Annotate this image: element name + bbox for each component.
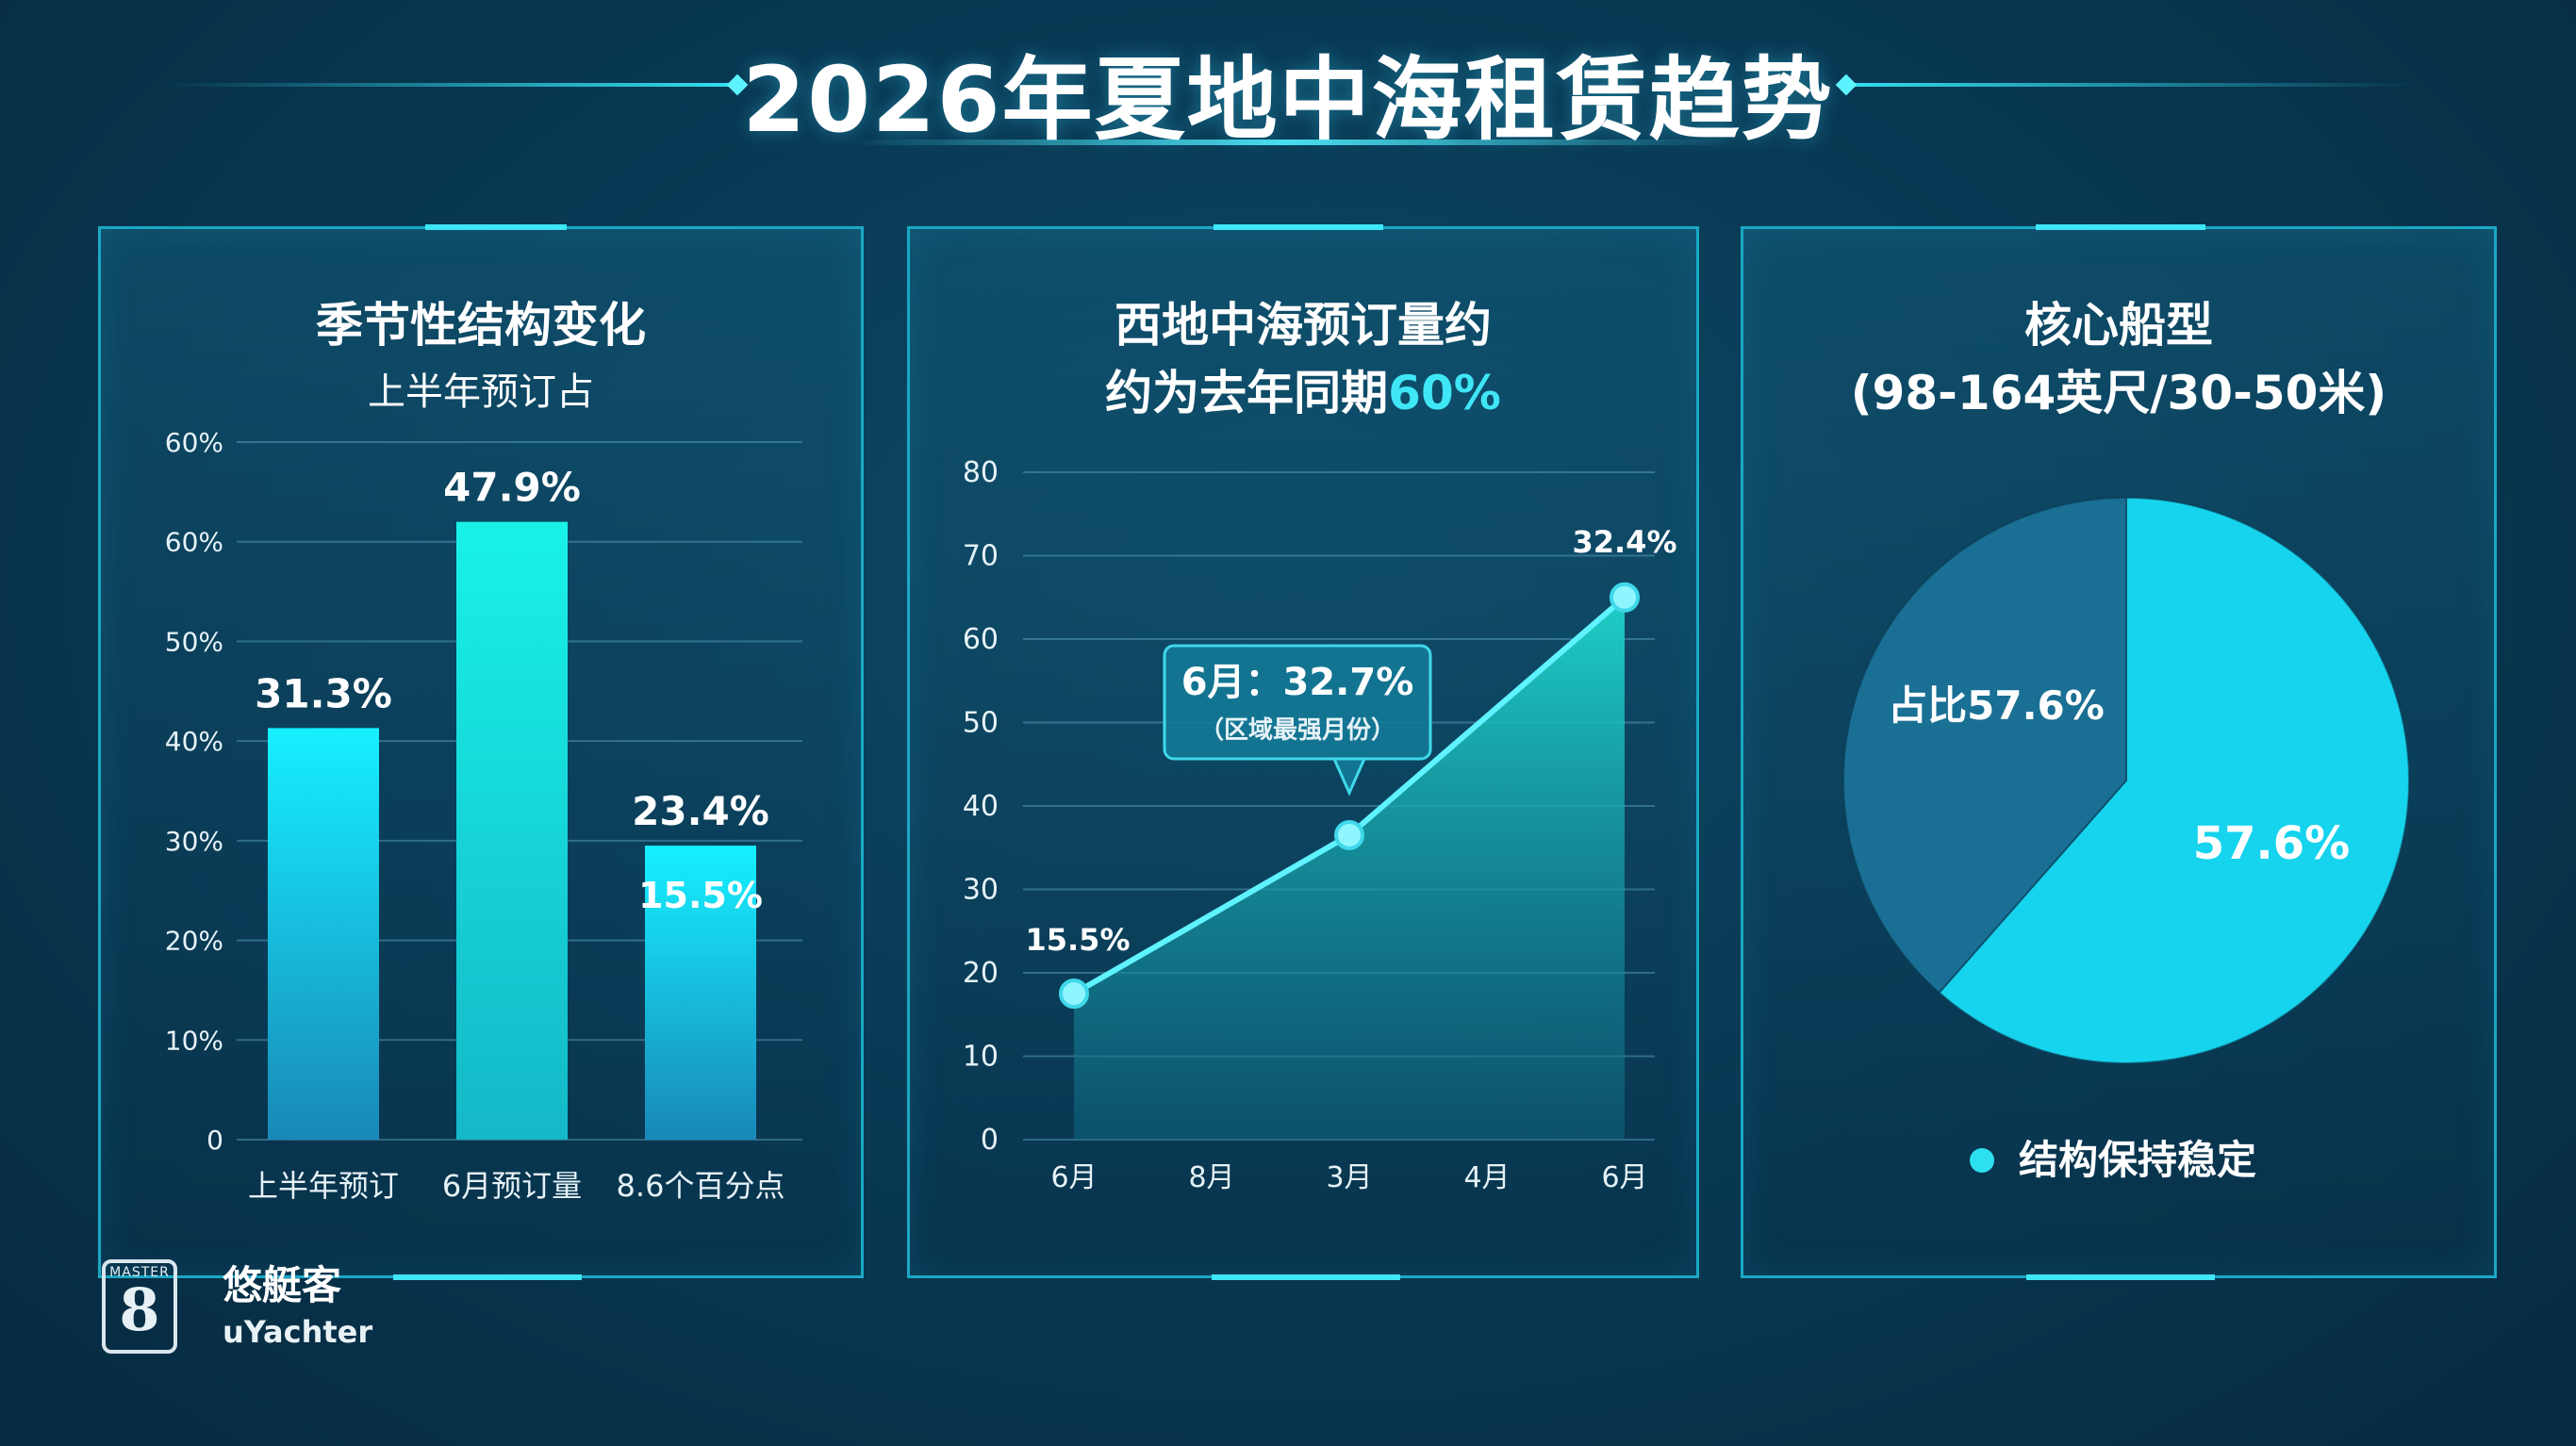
x-tick-label: 6月	[1050, 1161, 1097, 1194]
x-category-label: 6月预订量	[442, 1168, 582, 1204]
y-tick-label: 10%	[165, 1025, 223, 1056]
x-tick-label: 6月	[1601, 1161, 1647, 1194]
panel-title-line2: 约为去年同期60%	[910, 355, 1696, 423]
brand-name-cn: 悠艇客	[223, 1262, 342, 1308]
panel-tab	[2026, 1274, 2215, 1280]
y-tick-label: 30	[963, 874, 999, 907]
y-tick-label: 60%	[165, 427, 223, 458]
west-med-bookings-panel: 西地中海预订量约 约为去年同期60% 0 10 20 30 40 50 60 70 80 6月 8月…	[907, 224, 1699, 1280]
bar	[268, 728, 379, 1140]
bar	[645, 846, 756, 1140]
title-divider-left	[160, 83, 737, 87]
pie-chart: 57.6% 占比57.6% 结构保持稳定	[1842, 496, 2410, 1183]
legend-marker	[1970, 1148, 1994, 1173]
data-point	[1059, 978, 1089, 1010]
x-category-label: 上半年预订	[248, 1168, 399, 1204]
x-tick-label: 4月	[1463, 1161, 1510, 1194]
panel-title-line2: (98-164英尺/30-50米)	[1850, 366, 2387, 420]
pie-slice	[1842, 496, 2127, 994]
pie-slice-label: 占比57.6%	[1888, 682, 2105, 729]
panel-tab	[425, 224, 567, 230]
seasonal-structure-panel: 季节性结构变化 上半年预订占 0 10% 20% 30% 40% 50% 60% 60% 31.…	[98, 224, 864, 1280]
data-label: 15.5%	[1025, 922, 1130, 958]
y-tick-label: 0	[981, 1124, 999, 1157]
y-tick-label: 50%	[165, 626, 223, 657]
panel-title: 季节性结构变化	[316, 298, 646, 353]
pie-slice	[1938, 496, 2410, 1064]
y-tick-label: 80	[963, 456, 999, 489]
legend-label: 结构保持稳定	[2019, 1137, 2256, 1183]
logo-word: MASTER	[109, 1265, 170, 1280]
callout-subtitle: （区域最强月份）	[1199, 716, 1395, 745]
title-highlight: 60%	[1388, 366, 1501, 420]
bar-value-label: 31.3%	[255, 670, 392, 716]
x-tick-label: 8月	[1188, 1161, 1234, 1194]
y-tick-label: 30%	[165, 826, 223, 857]
y-tick-label: 50	[963, 707, 999, 740]
bar	[456, 521, 568, 1140]
data-point	[1610, 582, 1640, 613]
y-tick-label: 0	[206, 1125, 223, 1156]
area-fill	[1074, 597, 1625, 1140]
data-label: 32.4%	[1572, 524, 1676, 560]
panel-tab	[393, 1274, 582, 1280]
panel-tab	[1212, 1274, 1400, 1280]
y-tick-label: 10	[963, 1041, 999, 1074]
y-tick-label: 60	[963, 623, 999, 656]
y-tick-label: 70	[963, 540, 999, 573]
title-glow-line	[849, 140, 1727, 145]
y-tick-label: 40	[963, 790, 999, 823]
callout-title: 6月：32.7%	[1181, 661, 1414, 704]
x-tick-label: 3月	[1326, 1161, 1372, 1194]
page-title: 2026年夏地中海租赁趋势	[742, 47, 1834, 153]
logo-number: 8	[119, 1275, 160, 1344]
bar-value-label: 23.4%	[632, 788, 769, 834]
title-divider-right	[1841, 83, 2418, 87]
panel-tab	[1214, 224, 1383, 230]
panel-subtitle: 上半年预订占	[368, 370, 594, 414]
panel-title-line1: 西地中海预订量约	[1115, 298, 1492, 353]
core-yacht-type-panel: 核心船型 (98-164英尺/30-50米) 57.6% 占比57.6% 结构保持稳…	[1741, 224, 2497, 1280]
y-tick-label: 60%	[165, 527, 223, 558]
callout-pointer	[1331, 757, 1367, 797]
pie-slice-label: 57.6%	[2193, 817, 2351, 870]
data-point	[1334, 819, 1364, 850]
brand-name-en: uYachter	[223, 1314, 373, 1350]
brand-logo-icon: MASTER 8	[102, 1259, 177, 1354]
panel-title-line1: 核心船型	[2024, 298, 2213, 353]
title-prefix: 约为去年同期	[1105, 366, 1389, 420]
callout-box	[1163, 644, 1432, 761]
bar-inner-label: 15.5%	[638, 875, 763, 916]
bar-chart: 0 10% 20% 30% 40% 50% 60% 60% 31.3% 上半年预订 47.9% 6月预…	[165, 427, 802, 1204]
panel-tab	[2036, 224, 2205, 230]
bar-value-label: 47.9%	[443, 465, 581, 511]
y-tick-label: 40%	[165, 726, 223, 757]
x-category-label: 8.6个百分点	[617, 1168, 785, 1204]
y-tick-label: 20%	[165, 926, 223, 957]
area-chart: 0 10 20 30 40 50 60 70 80 6月 8月 3月 4月 6月 15.5% 32.4% 6月：…	[963, 456, 1677, 1194]
y-tick-label: 20	[963, 957, 999, 990]
